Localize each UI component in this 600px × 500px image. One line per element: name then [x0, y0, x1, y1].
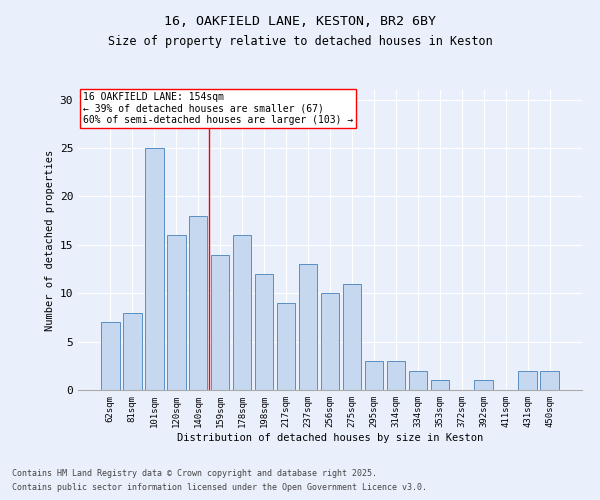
Bar: [145, 148, 164, 390]
Bar: [386, 361, 405, 390]
Bar: [541, 370, 559, 390]
Text: Size of property relative to detached houses in Keston: Size of property relative to detached ho…: [107, 35, 493, 48]
Bar: [211, 254, 229, 390]
Y-axis label: Number of detached properties: Number of detached properties: [46, 150, 55, 330]
Bar: [365, 361, 383, 390]
Text: 16, OAKFIELD LANE, KESTON, BR2 6BY: 16, OAKFIELD LANE, KESTON, BR2 6BY: [164, 15, 436, 28]
Bar: [233, 235, 251, 390]
Bar: [518, 370, 537, 390]
Bar: [123, 312, 142, 390]
Bar: [189, 216, 208, 390]
Bar: [101, 322, 119, 390]
Text: Contains HM Land Registry data © Crown copyright and database right 2025.: Contains HM Land Registry data © Crown c…: [12, 468, 377, 477]
Bar: [475, 380, 493, 390]
Bar: [255, 274, 274, 390]
Bar: [167, 235, 185, 390]
Text: 16 OAKFIELD LANE: 154sqm
← 39% of detached houses are smaller (67)
60% of semi-d: 16 OAKFIELD LANE: 154sqm ← 39% of detach…: [83, 92, 353, 124]
Bar: [277, 303, 295, 390]
Bar: [299, 264, 317, 390]
Bar: [409, 370, 427, 390]
Bar: [343, 284, 361, 390]
Bar: [320, 293, 340, 390]
Text: Contains public sector information licensed under the Open Government Licence v3: Contains public sector information licen…: [12, 484, 427, 492]
X-axis label: Distribution of detached houses by size in Keston: Distribution of detached houses by size …: [177, 432, 483, 442]
Bar: [431, 380, 449, 390]
